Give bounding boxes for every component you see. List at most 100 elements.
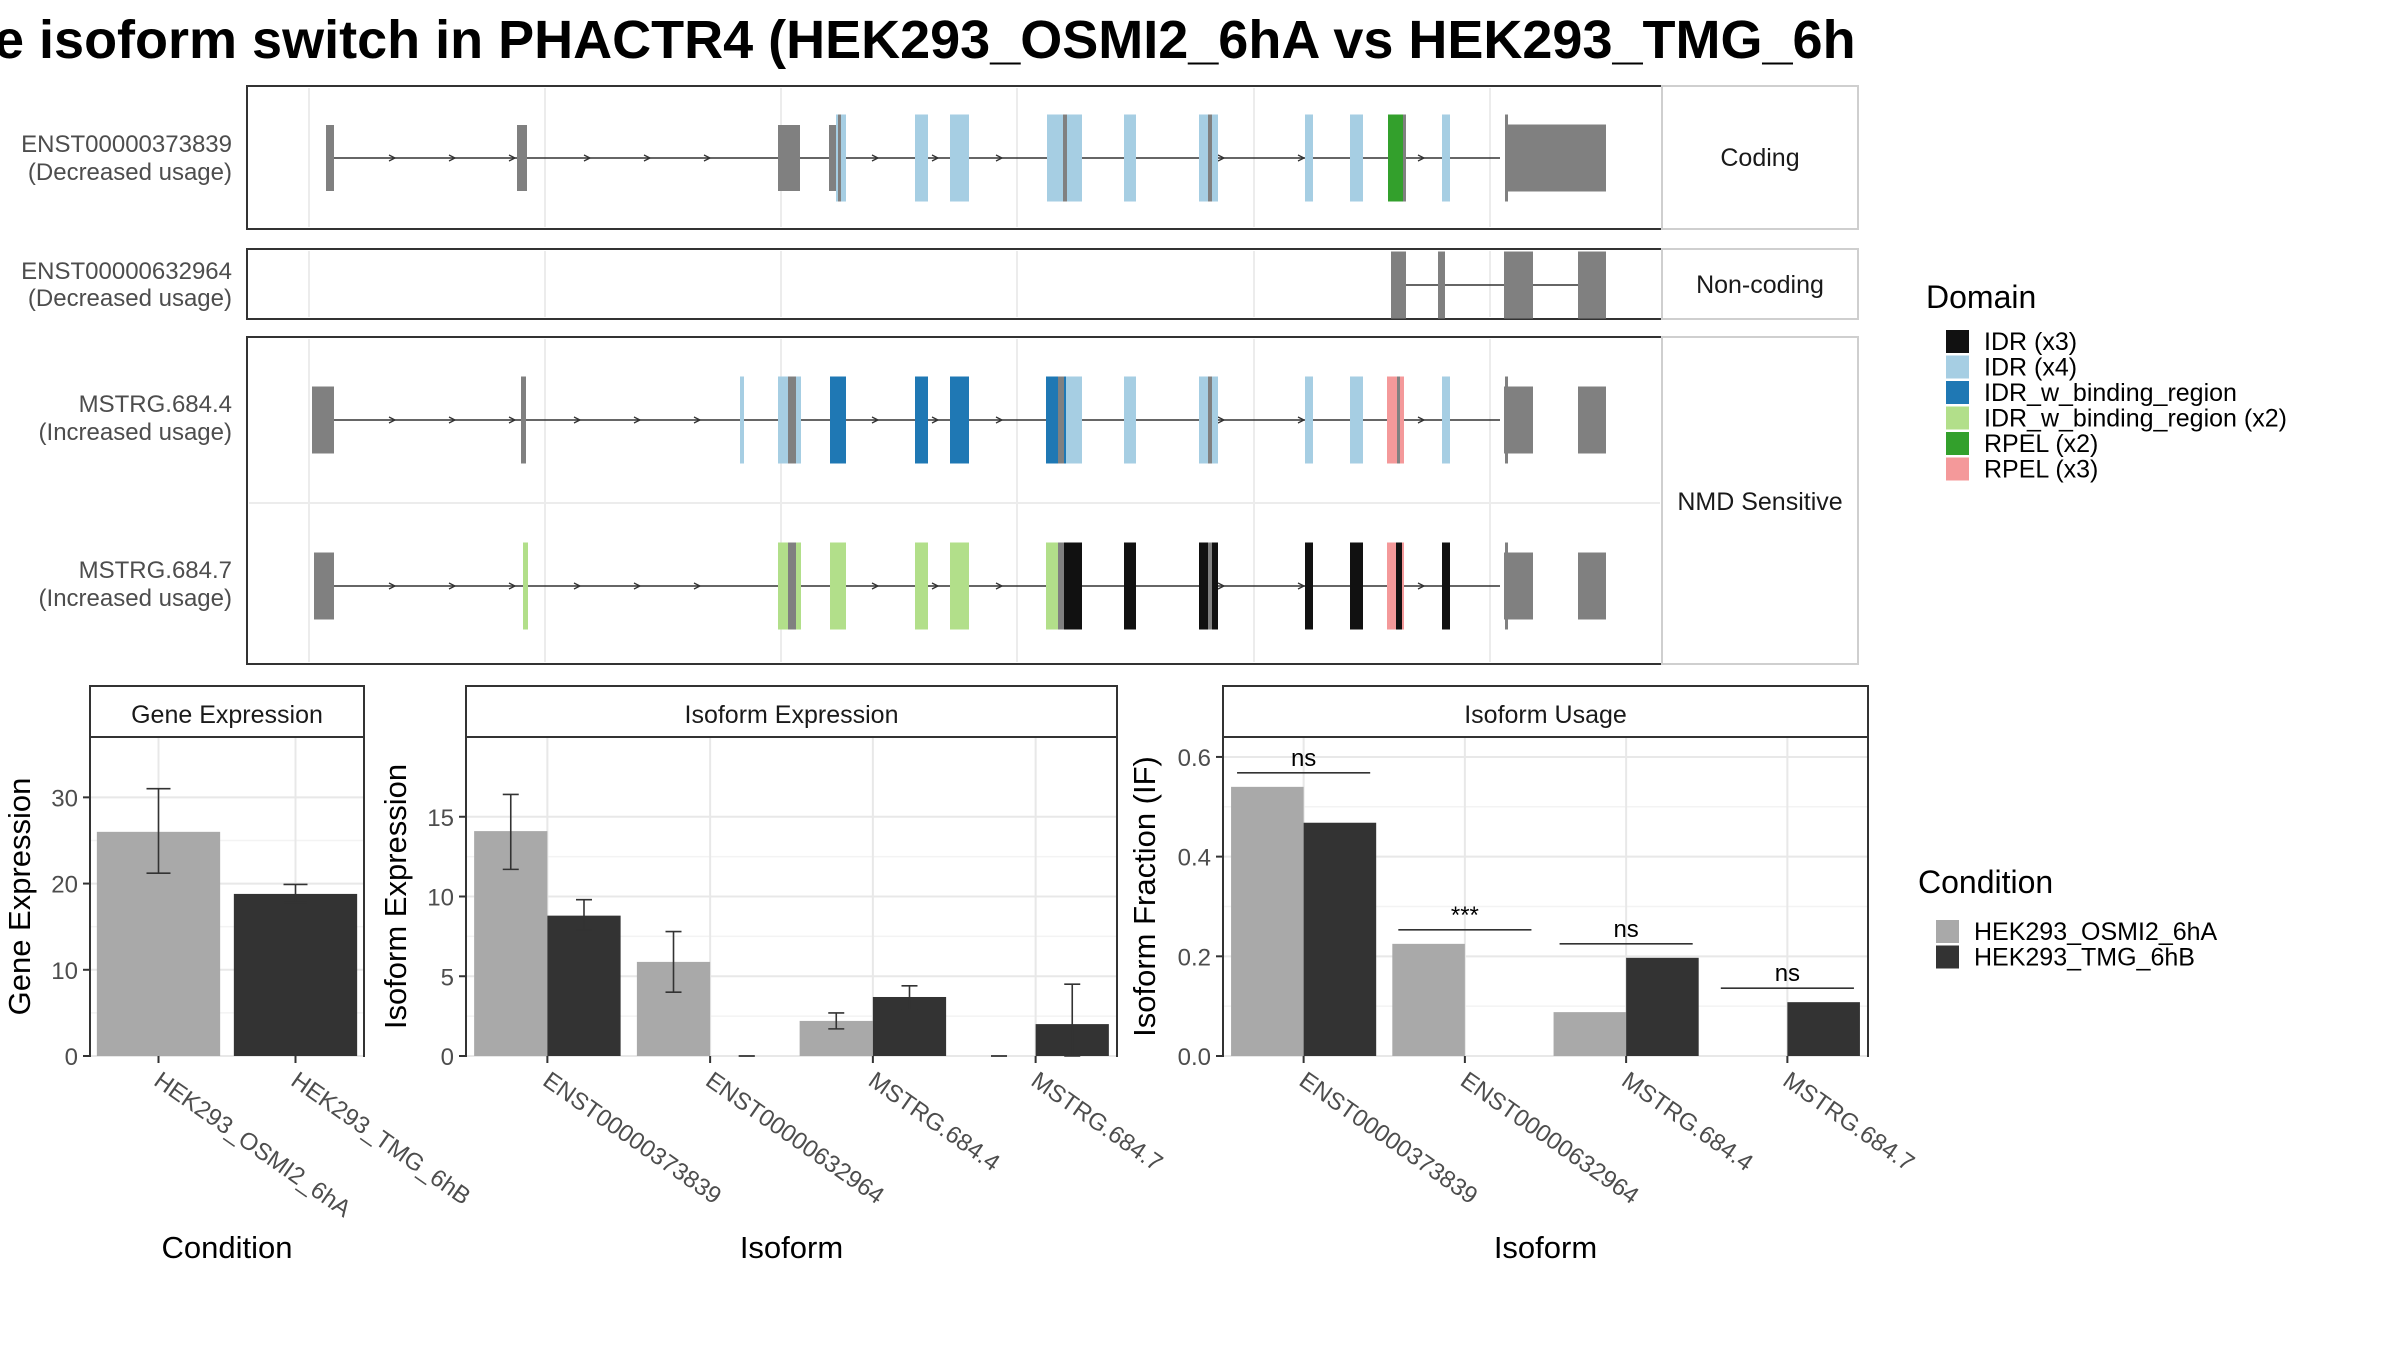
isoform-usage-title: Isoform Usage	[1464, 701, 1627, 729]
domain-legend-swatch	[1946, 406, 1969, 430]
domain-idr-x3	[1350, 542, 1363, 630]
domain-legend-swatch	[1946, 355, 1969, 379]
significance-label: ns	[1775, 960, 1800, 987]
exon	[1578, 251, 1606, 319]
strand-arrow	[508, 416, 517, 424]
strand-arrow	[1417, 582, 1426, 590]
domain-idr-x4	[1124, 114, 1136, 202]
gene-expression-x-axis-title: Condition	[162, 1230, 293, 1265]
strand-arrow	[871, 416, 880, 424]
y-tick-label: 0	[65, 1044, 78, 1071]
exon	[1504, 251, 1533, 319]
noncoding-panel	[246, 248, 1663, 320]
domain-legend-label: RPEL (x3)	[1984, 456, 2098, 484]
transcript-label-3: MSTRG.684.4	[79, 391, 232, 418]
exon	[517, 125, 527, 191]
strand-arrow	[388, 582, 397, 590]
x-tick-label: MSTRG.684.4	[863, 1067, 1004, 1177]
strand-arrow	[1217, 416, 1226, 424]
exon	[778, 125, 800, 191]
condition-legend-title: Condition	[1918, 864, 2053, 900]
strand-arrow	[871, 582, 880, 590]
figure-title: e isoform switch in PHACTR4 (HEK293_OSMI…	[0, 10, 1856, 70]
domain-idr-x4	[740, 376, 744, 464]
strand-arrow	[931, 154, 940, 162]
domain-rpel-x3	[1387, 376, 1404, 464]
strand-arrow	[508, 154, 517, 162]
domain-legend-label: IDR_w_binding_region	[1984, 379, 2237, 407]
strand-arrow	[995, 416, 1004, 424]
strand-arrow	[931, 582, 940, 590]
strand-arrow	[388, 154, 397, 162]
strip-label-noncoding: Non-coding	[1696, 271, 1824, 299]
x-tick-label: ENST00000632964	[701, 1067, 889, 1210]
domain-legend-label: IDR_w_binding_region (x2)	[1984, 405, 2287, 433]
strand-arrow	[1297, 416, 1306, 424]
y-tick-label: 0.4	[1178, 845, 1211, 872]
domain-idr-x4	[950, 114, 969, 202]
domain-idr-binding	[915, 376, 928, 464]
domain-legend-title: Domain	[1926, 279, 2036, 315]
exon	[312, 386, 334, 454]
exon-utr	[1508, 124, 1606, 192]
condition-legend-swatch	[1936, 945, 1959, 969]
strand-arrow	[508, 582, 517, 590]
strand-arrow	[703, 154, 712, 162]
exon-cds	[1063, 114, 1067, 202]
domain-legend: Domain IDR (x3)IDR (x4)IDR_w_binding_reg…	[1926, 279, 2287, 484]
domain-idr-x4	[915, 114, 928, 202]
domain-idr-x3	[1064, 542, 1082, 630]
gene-expression-strip	[89, 685, 365, 738]
exon	[1391, 251, 1406, 319]
bar	[1553, 1012, 1627, 1056]
y-tick-label: 0.6	[1178, 745, 1211, 772]
transcript-label-4: MSTRG.684.7	[79, 557, 232, 584]
exon-cds	[838, 114, 841, 202]
domain-legend-label: IDR (x4)	[1984, 354, 2077, 382]
x-tick-label: MSTRG.684.7	[1026, 1067, 1167, 1177]
domain-idr-binding	[950, 376, 969, 464]
strand-arrow	[1297, 154, 1306, 162]
domain-idr-x3	[1124, 542, 1136, 630]
bar	[1392, 943, 1465, 1056]
gene-expression-y-axis-title: Gene Expression	[2, 778, 37, 1016]
y-tick-label: 0.2	[1178, 944, 1211, 971]
domain-legend-label: RPEL (x2)	[1984, 430, 2098, 458]
strand-arrow	[448, 416, 457, 424]
condition-legend-swatch	[1936, 920, 1959, 943]
exon-cds	[1208, 114, 1212, 202]
strand-arrow	[693, 416, 702, 424]
exon	[1438, 251, 1445, 319]
exon	[1578, 552, 1606, 620]
domain-legend-swatch	[1946, 457, 1969, 481]
strand-arrow	[448, 582, 457, 590]
bar	[1626, 957, 1699, 1056]
strand-arrow	[995, 154, 1004, 162]
exon	[326, 125, 334, 191]
domain-idr-x4	[1442, 114, 1450, 202]
domain-legend-label: IDR (x3)	[1984, 328, 2077, 356]
y-tick-label: 10	[427, 885, 454, 912]
bar	[1787, 1002, 1860, 1056]
exon-cds	[1058, 542, 1064, 630]
domain-legend-swatch	[1946, 432, 1969, 455]
x-tick-label: MSTRG.684.7	[1778, 1067, 1919, 1177]
x-tick-label: ENST00000632964	[1455, 1067, 1643, 1210]
y-tick-label: 20	[51, 872, 78, 899]
exon-cds	[1208, 542, 1212, 630]
domain-idr-x4	[1124, 376, 1136, 464]
transcript-models	[312, 114, 1606, 630]
isoform-expression-title: Isoform Expression	[685, 701, 899, 729]
strand-arrow	[573, 416, 582, 424]
domain-idr-x3	[1305, 542, 1313, 630]
strand-arrow	[643, 154, 652, 162]
strand-arrow	[1217, 154, 1226, 162]
y-tick-label: 0.0	[1178, 1044, 1211, 1071]
exon	[521, 376, 526, 464]
exon	[1504, 386, 1533, 454]
isoform-expression-strip	[465, 685, 1118, 738]
domain-idr-x4	[1350, 114, 1363, 202]
transcript-usage-2: (Decreased usage)	[28, 285, 232, 312]
domain-legend-swatch	[1946, 330, 1969, 353]
domain-idr-x4	[1066, 376, 1082, 464]
